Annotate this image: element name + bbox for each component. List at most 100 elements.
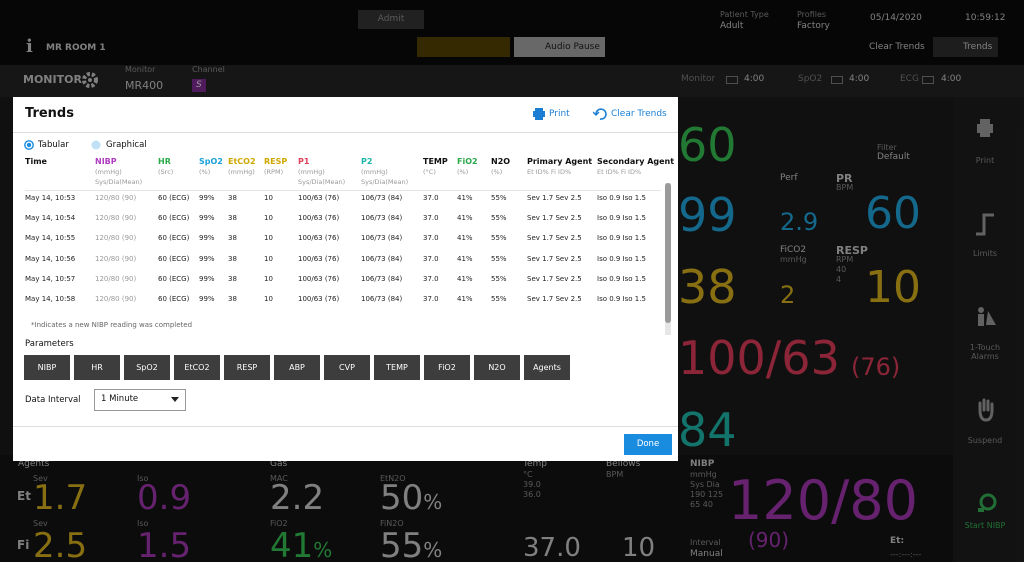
parameter-button[interactable] [74, 355, 120, 380]
clear-trends[interactable]: Clear Trends [869, 42, 925, 52]
trends-button[interactable] [933, 37, 998, 57]
fin2o: 55 [380, 526, 424, 562]
nibp-unit: mmHg [690, 470, 717, 479]
info-icon[interactable]: i [26, 36, 33, 57]
parameter-label: CVP [339, 363, 355, 372]
table-cell: Iso 0.9 Iso 1.5 [597, 234, 646, 243]
iso-fi-label: Iso [137, 519, 149, 528]
radio-selected[interactable] [24, 140, 34, 150]
abp-value: 100/63 [678, 331, 840, 385]
battery-time: 4:00 [849, 74, 870, 84]
column-unit: (%) [491, 168, 503, 176]
table-cell: May 14, 10:54 [25, 214, 76, 223]
parameter-label: SpO2 [136, 363, 158, 372]
filter[interactable]: Default [877, 152, 910, 162]
table-cell: May 14, 10:55 [25, 234, 76, 243]
view-tabular[interactable]: Tabular [38, 140, 69, 150]
side-start-nibp[interactable]: Start NIBP [964, 521, 1006, 530]
admit-button[interactable] [358, 10, 424, 29]
side-alarms[interactable]: 1-Touch Alarms [969, 343, 1001, 361]
column-header: Time [25, 157, 47, 166]
limits-icon[interactable] [974, 212, 996, 236]
fico2-label: FiCO2 [780, 245, 807, 255]
perf-label: Perf [780, 173, 798, 183]
table-cell: 10 [264, 274, 273, 283]
clear-trends-link[interactable]: Clear Trends [611, 109, 667, 119]
alarms-icon[interactable] [972, 305, 998, 329]
radio[interactable] [91, 140, 101, 150]
battery-label: Monitor [681, 74, 716, 84]
audio-pause-button[interactable] [514, 37, 605, 57]
bottom-panel [0, 455, 953, 562]
column-unit: (RPM) [264, 168, 284, 176]
print-icon[interactable] [533, 108, 545, 120]
table-cell: 120/80 (90) [95, 274, 137, 283]
profile[interactable]: Factory [797, 21, 830, 31]
column-header: SpO2 [199, 157, 223, 166]
perf-value: 2.9 [780, 208, 819, 236]
table-cell: 100/63 (76) [298, 214, 340, 223]
parameter-button[interactable] [224, 355, 270, 380]
scroll-thumb[interactable] [665, 183, 671, 323]
gas-label: Gas [270, 459, 288, 469]
footnote: *Indicates a new NIBP reading was comple… [31, 321, 193, 329]
time: 10:59:12 [965, 13, 1006, 23]
parameter-button[interactable] [274, 355, 320, 380]
table-cell: 10 [264, 254, 273, 263]
side-limits[interactable]: Limits [973, 249, 997, 258]
top-bar [0, 0, 1024, 65]
divider [13, 132, 678, 133]
table-cell: 60 (ECG) [158, 295, 190, 303]
sev-et: 1.7 [33, 478, 88, 518]
data-interval-select[interactable] [94, 389, 186, 411]
start-nibp-icon[interactable] [976, 490, 998, 514]
fio2-label: FiO2 [270, 519, 288, 528]
battery-icon [922, 76, 934, 84]
table-cell: 99% [199, 295, 215, 303]
channel-badge[interactable] [192, 79, 206, 92]
etn2o-unit: % [423, 490, 443, 514]
side-print[interactable]: Print [975, 156, 995, 165]
table-cell: 60 (ECG) [158, 194, 190, 202]
table-cell: 106/73 (84) [361, 234, 403, 243]
parameter-label: NIBP [37, 363, 57, 372]
nibp-limit-head: Sys Dia [690, 480, 720, 489]
interval[interactable]: Manual [690, 549, 723, 559]
print-link[interactable]: Print [549, 109, 570, 119]
column-unit: Sys/Dia(Mean) [95, 178, 143, 186]
table-cell: 99% [199, 274, 215, 283]
table-cell: 41% [457, 234, 473, 243]
parameter-button[interactable] [524, 355, 570, 380]
header-divider [25, 190, 661, 191]
table-cell: 100/63 (76) [298, 254, 340, 263]
table-cell: 55% [491, 214, 507, 223]
parameter-button[interactable] [424, 355, 470, 380]
patient-type[interactable]: Adult [720, 21, 744, 31]
parameter-label: FiO2 [438, 363, 456, 372]
suspend-icon[interactable] [976, 398, 996, 422]
column-header: N2O [491, 157, 511, 166]
alarm-button[interactable] [417, 37, 510, 57]
parameter-button[interactable] [474, 355, 520, 380]
table-cell: Sev 1.7 Sev 2.5 [527, 234, 582, 243]
monitor-name[interactable]: MR400 [125, 79, 164, 92]
table-cell: Sev 1.7 Sev 2.5 [527, 274, 582, 283]
parameter-button[interactable] [124, 355, 170, 380]
print-icon[interactable] [975, 118, 995, 138]
table-cell: Iso 0.9 Iso 1.5 [597, 194, 646, 202]
table-cell: 41% [457, 254, 473, 263]
parameter-button[interactable] [324, 355, 370, 380]
parameter-button[interactable] [374, 355, 420, 380]
parameter-button[interactable] [174, 355, 220, 380]
nibp-label: NIBP [690, 459, 715, 469]
done-button[interactable] [624, 434, 672, 455]
battery-icon [831, 76, 843, 84]
gear-icon[interactable] [81, 71, 99, 89]
side-suspend[interactable]: Suspend [967, 436, 1003, 445]
sev-fi-label: Sev [33, 519, 48, 528]
temp-high: 39.0 [523, 480, 541, 489]
parameter-button[interactable] [24, 355, 70, 380]
table-cell: Sev 1.7 Sev 2.5 [527, 194, 582, 202]
view-graphical[interactable]: Graphical [106, 140, 147, 150]
clear-trends-icon[interactable] [593, 107, 607, 121]
